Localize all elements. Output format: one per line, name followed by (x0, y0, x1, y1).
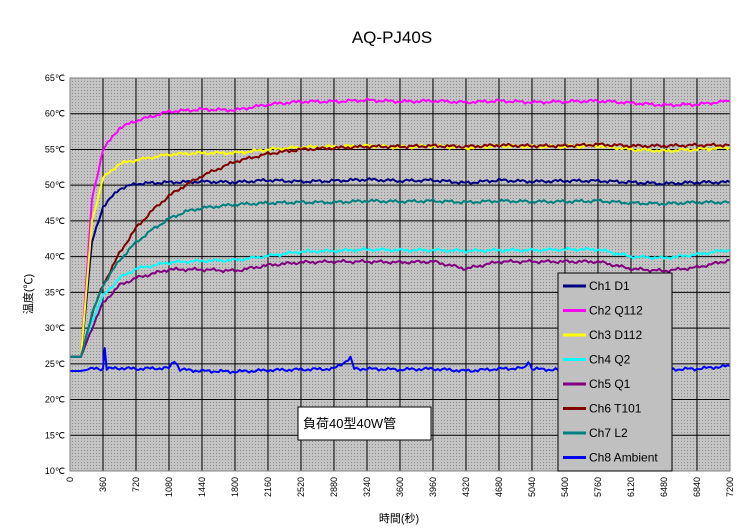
legend-label: Ch1 D1 (589, 279, 630, 293)
y-tick-label: 60℃ (45, 109, 65, 119)
legend-label: Ch8 Ambient (589, 451, 658, 465)
y-tick-label: 50℃ (45, 180, 65, 190)
y-tick-label: 65℃ (45, 73, 65, 83)
x-tick-label: 2160 (263, 477, 273, 497)
series-line (70, 198, 731, 358)
legend-label: Ch4 Q2 (589, 353, 631, 367)
legend-label: Ch3 D112 (589, 328, 642, 342)
x-tick-label: 2880 (329, 477, 339, 497)
x-tick-label: 720 (131, 477, 141, 492)
annotation-box: 負荷40型40W管 (297, 406, 432, 441)
x-tick-label: 1800 (230, 477, 240, 497)
y-tick-label: 35℃ (45, 287, 65, 297)
legend-label: Ch6 T101 (589, 402, 642, 416)
x-tick-label: 5040 (527, 477, 537, 497)
series-line (70, 258, 731, 358)
legend-label: Ch2 Q112 (589, 304, 643, 318)
y-tick-label: 15℃ (45, 430, 65, 440)
x-axis-label: 時間(秒) (379, 511, 419, 525)
annotation-text: 負荷40型40W管 (303, 416, 396, 431)
y-tick-label: 10℃ (45, 466, 65, 476)
y-tick-label: 45℃ (45, 216, 65, 226)
legend-label: Ch7 L2 (589, 426, 628, 440)
series-line (70, 177, 731, 358)
plot-frame (69, 77, 731, 472)
x-tick-label: 1080 (164, 477, 174, 497)
y-axis-ticks: 10℃ 15℃ 20℃ 25℃ 30℃ 35℃ 40℃ 45℃ 50℃ 55℃ 60℃ 65℃ (45, 73, 65, 476)
x-tick-label: 6480 (659, 477, 669, 497)
x-tick-label: 3960 (428, 477, 438, 497)
x-tick-label: 7200 (725, 477, 735, 497)
series-line (70, 246, 731, 358)
x-tick-label: 4680 (494, 477, 504, 497)
series-line (70, 97, 731, 358)
x-tick-label: 360 (98, 477, 108, 492)
legend-label: Ch5 Q1 (589, 377, 631, 391)
y-tick-label: 40℃ (45, 252, 65, 262)
x-tick-label: 6120 (626, 477, 636, 497)
grid-lines (69, 77, 731, 472)
x-tick-label: 5400 (560, 477, 570, 497)
x-tick-label: 4320 (461, 477, 471, 497)
x-tick-label: 1440 (197, 477, 207, 497)
y-tick-label: 30℃ (45, 323, 65, 333)
y-tick-label: 25℃ (45, 359, 65, 369)
x-tick-label: 3600 (395, 477, 405, 497)
y-tick-label: 55℃ (45, 144, 65, 154)
x-tick-label: 5760 (593, 477, 603, 497)
chart-title: AQ-PJ40S (352, 28, 432, 47)
x-tick-label: 3240 (362, 477, 372, 497)
legend: Ch1 D1 Ch2 Q112 Ch3 D112 Ch4 Q2 Ch5 Q1 Ch6 T1… (557, 272, 673, 472)
x-tick-label: 0 (65, 477, 75, 482)
series-group (70, 97, 731, 375)
x-tick-label: 6840 (692, 477, 702, 497)
series-line (70, 143, 731, 358)
x-axis-ticks: 0 360 720 1080 1440 1800 2160 2520 2880 3240 3600 3… (65, 477, 735, 497)
series-line (70, 142, 731, 358)
legend-box (557, 272, 673, 472)
y-tick-label: 20℃ (45, 395, 65, 405)
x-tick-label: 2520 (296, 477, 306, 497)
y-axis-label: 温度(℃) (21, 274, 35, 314)
